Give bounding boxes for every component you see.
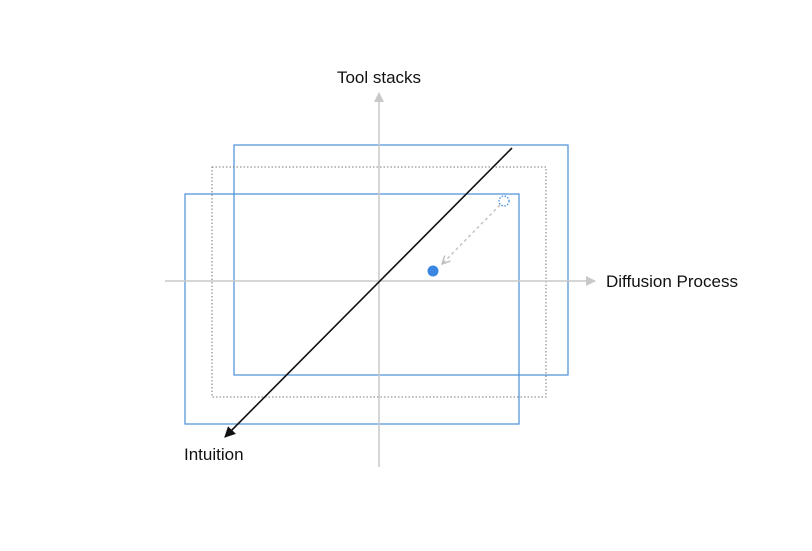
diagonal-axis	[224, 147, 513, 438]
current-point	[427, 265, 439, 277]
horizontal-axis-label: Diffusion Process	[606, 272, 738, 291]
start-point-dotted	[498, 195, 510, 207]
front-frame	[184, 193, 520, 425]
movement-arrow	[442, 204, 501, 264]
middle-frame-dotted	[211, 166, 547, 398]
diagonal-axis-label: Intuition	[184, 445, 244, 464]
vertical-axis-label: Tool stacks	[337, 68, 421, 87]
back-frame	[233, 144, 569, 376]
